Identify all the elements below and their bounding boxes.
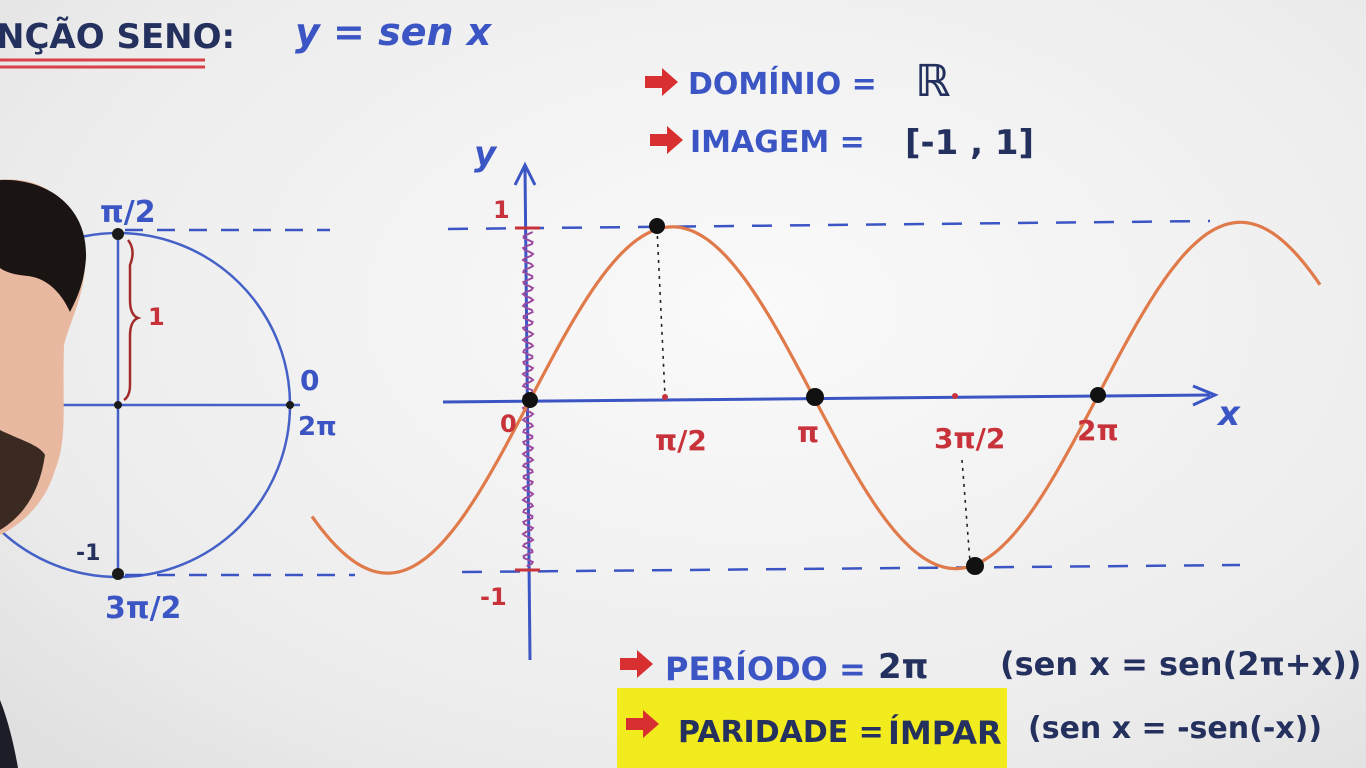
y-axis-arrow [513, 161, 537, 186]
x-axis-label: x [1216, 394, 1241, 434]
parity-note: (sen x = -sen(-x)) [1028, 711, 1322, 746]
x-tick-label: 2π [1077, 414, 1119, 447]
arrow-icon [650, 126, 683, 154]
x-tick-label: π/2 [655, 424, 707, 457]
circle-label-2pi: 2π [298, 412, 337, 442]
min-guide [961, 459, 971, 563]
y-axis-label: y [474, 134, 498, 174]
arrow-icon [626, 710, 659, 738]
upper-bound-dashed [447, 219, 1211, 231]
y-max-label: 1 [493, 196, 510, 224]
lower-bound-dashed [461, 563, 1241, 574]
presenter-beard [0, 430, 45, 530]
point-origin [522, 392, 538, 408]
period-label: PERÍODO = [665, 650, 866, 688]
parity-value: ÍMPAR [888, 714, 1002, 752]
parity-highlight [617, 688, 1007, 768]
circle-label-top: π/2 [100, 195, 156, 230]
tick-dot [662, 394, 668, 400]
period-note: (sen x = sen(2π+x)) [1000, 645, 1361, 683]
unit-circle: 1 π/2 0 2π -1 3π/2 [0, 195, 355, 626]
radius-brace [123, 239, 142, 402]
circle-label-bottom: 3π/2 [105, 591, 181, 626]
page-title: NÇÃO SENO: [0, 16, 235, 57]
presenter-shoulder [0, 700, 18, 768]
circle-top-point [112, 228, 124, 240]
x-tick-label: 3π/2 [934, 422, 1005, 455]
arrow-icon [620, 650, 653, 678]
arrow-icon [645, 68, 678, 96]
point-pi [806, 388, 824, 406]
circle-center-point [114, 401, 122, 409]
circle-right-point [286, 401, 294, 409]
y-axis [523, 167, 532, 661]
point-min [966, 557, 984, 575]
point-max [649, 218, 665, 234]
presenter [0, 179, 87, 768]
circle-label-zero: 0 [300, 364, 319, 397]
radius-label: 1 [148, 303, 165, 331]
x-axis-arrow [1192, 384, 1219, 407]
circle-label-minus-one: -1 [76, 541, 100, 566]
y-min-label: -1 [480, 583, 507, 611]
circle-bottom-point [112, 568, 124, 580]
image-label: IMAGEM = [690, 125, 865, 160]
period-value: 2π [878, 647, 929, 687]
presenter-hair [0, 179, 87, 312]
domain-value: ℝ [915, 56, 951, 107]
formula: y = sen x [295, 10, 493, 54]
sine-graph: y x 1 -1 0 π/2 π 3π/2 2π [310, 134, 1322, 661]
domain-label: DOMÍNIO = [688, 66, 877, 102]
max-guide [656, 227, 666, 397]
tick-dot [952, 393, 958, 399]
point-2pi [1090, 387, 1106, 403]
image-value: [-1 , 1] [905, 123, 1034, 163]
x-tick-label: 0 [500, 410, 517, 438]
x-axis [442, 393, 1211, 404]
x-tick-label: π [797, 416, 819, 449]
parity-label: PARIDADE = [678, 715, 884, 750]
